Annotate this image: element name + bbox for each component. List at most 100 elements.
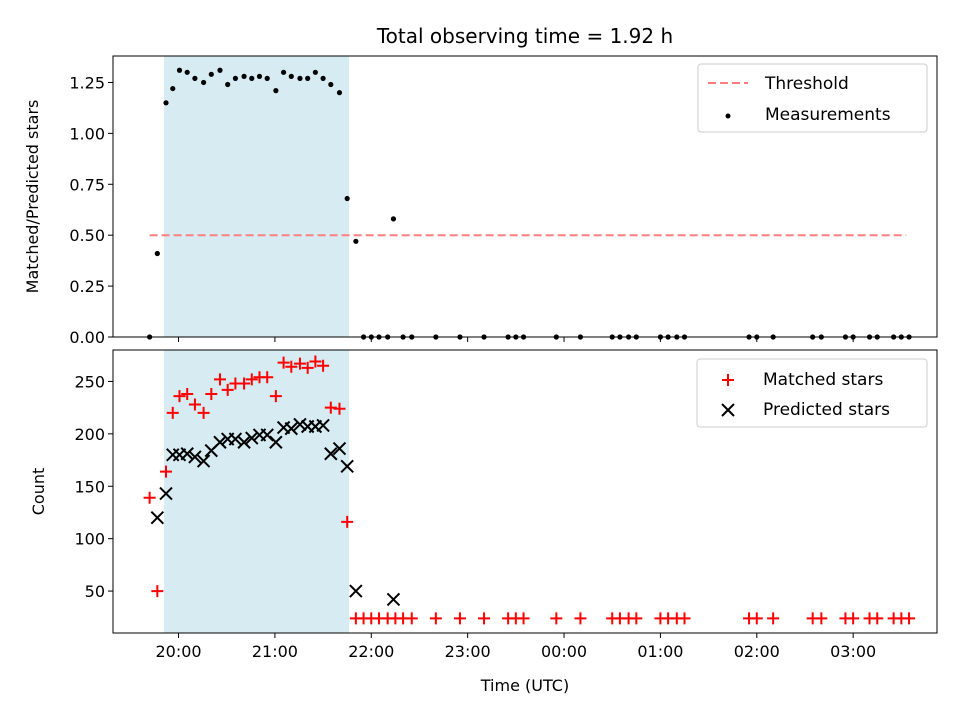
predicted-star-point: [340, 459, 354, 474]
matched-star-point: [630, 612, 643, 625]
measurement-point: [249, 75, 255, 81]
top-y-axis-label: Matched/Predicted stars: [23, 100, 42, 294]
legend-matched-swatch: [722, 374, 734, 386]
measurement-point: [390, 216, 397, 222]
y-tick-label: 0.25: [69, 277, 105, 296]
measurement-point: [264, 75, 270, 81]
measurement-point: [336, 90, 343, 96]
legend-predicted-swatch: [721, 403, 735, 417]
matched-star-point: [333, 402, 346, 415]
measurement-point: [163, 100, 169, 106]
x-tick-label: 20:00: [155, 642, 201, 661]
top-x-ticks: [178, 337, 854, 342]
y-tick-label: 100: [74, 530, 105, 549]
measurement-point: [217, 67, 223, 73]
top-legend-box: [697, 63, 928, 133]
x-tick-label: 02:00: [734, 642, 780, 661]
y-tick-label: 1.25: [69, 73, 105, 92]
matched-star-point: [238, 377, 251, 390]
y-tick-label: 150: [74, 477, 105, 496]
x-tick-label: 00:00: [541, 642, 587, 661]
bottom-legend: Matched stars Predicted stars: [696, 358, 928, 428]
predicted-star-point: [228, 432, 243, 446]
measurement-point: [273, 88, 279, 94]
predicted-star-point: [245, 431, 259, 445]
measurement-point: [192, 75, 198, 81]
matched-star-point: [453, 612, 466, 625]
measurement-point: [328, 81, 334, 88]
matched-star-point: [815, 612, 828, 625]
y-tick-label: 0.50: [69, 226, 105, 245]
matched-star-point: [221, 383, 234, 396]
x-tick-label: 21:00: [252, 642, 298, 661]
matched-star-point: [324, 401, 337, 414]
y-tick-label: 250: [74, 372, 105, 391]
measurement-point: [305, 75, 311, 81]
bottom-observing-window: [164, 350, 350, 633]
measurement-point: [320, 75, 326, 81]
matched-stars-series: [143, 355, 916, 625]
chart-title: Total observing time = 1.92 h: [376, 24, 673, 48]
predicted-star-point: [196, 454, 211, 468]
matched-star-point: [285, 360, 298, 373]
measurement-point: [208, 71, 214, 77]
predicted-star-point: [159, 486, 173, 501]
predicted-star-point: [324, 447, 338, 461]
x-axis-label: Time (UTC): [480, 676, 569, 695]
matched-star-point: [405, 612, 418, 625]
predicted-star-point: [349, 584, 363, 598]
matched-star-point: [309, 355, 322, 368]
measurement-point: [344, 195, 350, 202]
matched-star-point: [160, 465, 173, 478]
measurement-point: [176, 67, 183, 73]
matched-star-point: [903, 612, 916, 625]
matched-star-point: [143, 491, 156, 504]
matched-star-point: [678, 612, 691, 625]
x-tick-label: 03:00: [830, 642, 876, 661]
y-tick-label: 0.00: [69, 328, 105, 347]
legend-measurements-label: Measurements: [765, 105, 891, 125]
measurement-point: [232, 75, 238, 81]
predicted-star-point: [284, 421, 298, 436]
matched-star-point: [341, 515, 354, 528]
matched-star-point: [213, 373, 226, 386]
measurement-point: [288, 73, 294, 79]
matched-star-point: [550, 612, 563, 625]
y-tick-label: 200: [74, 425, 105, 444]
matched-star-point: [517, 612, 530, 625]
measurement-point: [353, 238, 359, 244]
y-tick-label: 50: [85, 582, 105, 601]
measurements-series: [147, 67, 912, 340]
measurement-point: [184, 69, 190, 75]
predicted-stars-series: [150, 417, 401, 607]
predicted-star-point: [150, 510, 165, 525]
measurement-point: [225, 81, 231, 88]
bottom-panel: 50 100 150 200 250 Count 20:00 21:00 22:00 23:0…: [29, 349, 938, 661]
legend-threshold-label: Threshold: [764, 74, 849, 94]
predicted-star-point: [386, 592, 401, 607]
measurement-point: [256, 73, 263, 79]
matched-star-point: [261, 371, 274, 384]
measurement-point: [280, 69, 287, 75]
matched-star-point: [188, 398, 201, 411]
top-legend: Threshold Measurements: [697, 63, 928, 133]
matched-star-point: [574, 612, 587, 625]
bottom-legend-box: [696, 358, 928, 428]
top-panel: 0.00 0.25 0.50 0.75 1.00 1.25 Matched/Predict…: [23, 55, 938, 347]
matched-star-point: [847, 612, 860, 625]
matched-star-point: [197, 406, 210, 419]
x-tick-label: 22:00: [348, 642, 394, 661]
y-tick-label: 1.00: [69, 124, 105, 143]
measurement-point: [170, 85, 176, 92]
x-tick-label: 01:00: [637, 642, 683, 661]
matched-star-point: [293, 357, 306, 370]
matched-star-point: [245, 373, 258, 386]
bottom-y-ticks: 50 100 150 200 250: [74, 372, 113, 601]
measurement-point: [154, 250, 160, 257]
predicted-star-point: [332, 441, 347, 456]
predicted-star-point: [180, 447, 194, 461]
predicted-star-point: [188, 450, 202, 464]
predicted-star-point: [316, 418, 330, 433]
matched-star-point: [301, 361, 314, 374]
